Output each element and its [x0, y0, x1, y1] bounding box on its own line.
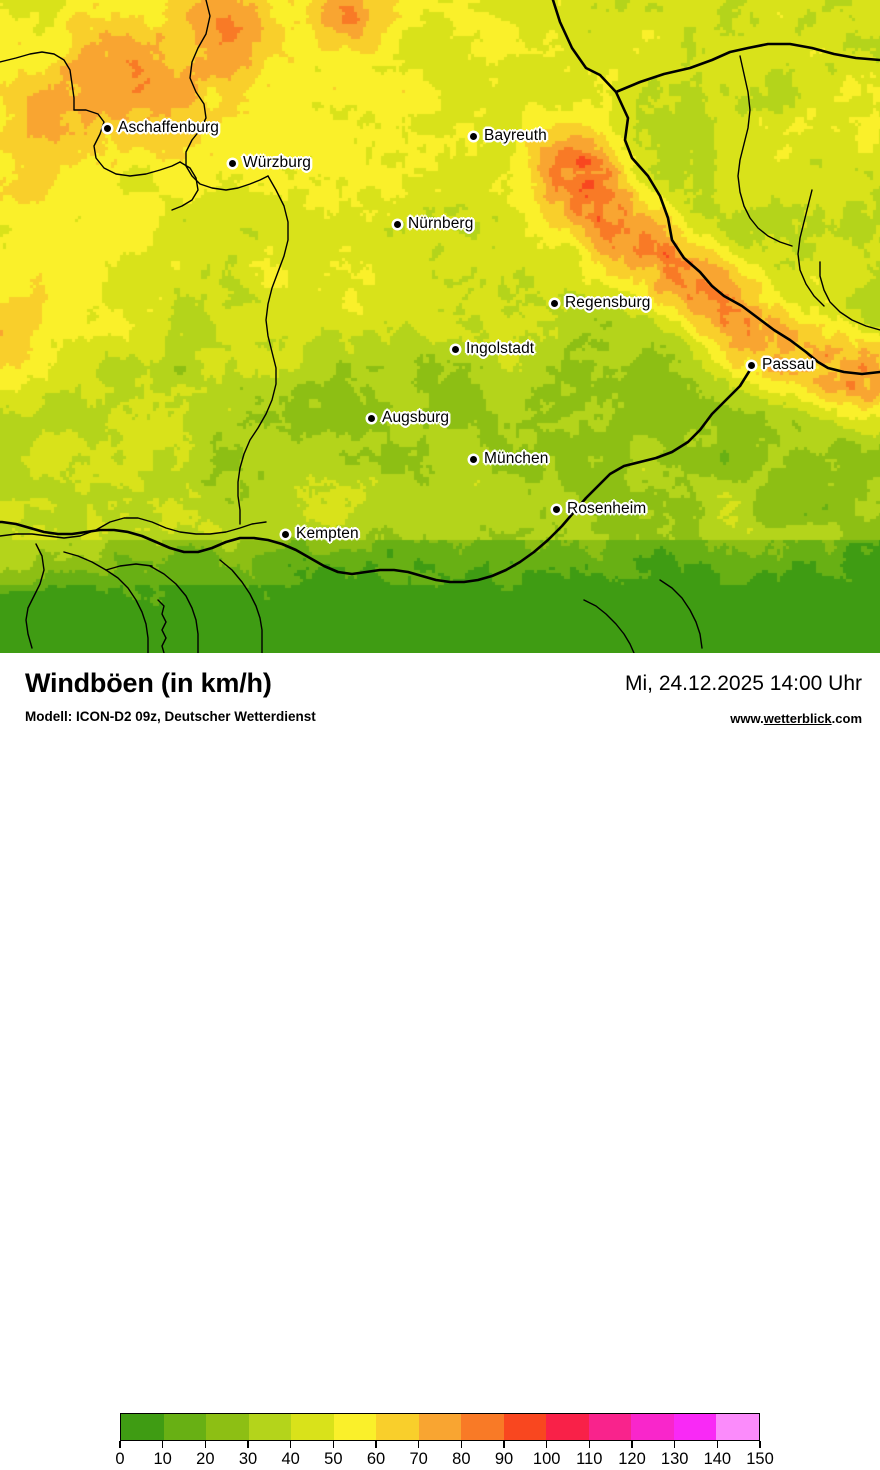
colorbar-tick-label: 80 — [452, 1450, 471, 1468]
city-marker-wuerzburg[interactable]: Würzburg — [229, 154, 311, 172]
colorbar-tick-label: 20 — [196, 1450, 215, 1468]
site-suffix: .com — [831, 711, 862, 726]
colorbar-tick — [716, 1441, 719, 1448]
colorbar-tick-label: 50 — [324, 1450, 343, 1468]
colorbar-tick-label: 30 — [238, 1450, 258, 1468]
site-prefix: www. — [730, 711, 764, 726]
colorbar-tick — [332, 1441, 335, 1448]
city-dot-icon — [553, 505, 560, 513]
city-marker-passau[interactable]: Passau — [748, 356, 814, 374]
colorbar-band-10-20 — [163, 1414, 207, 1440]
colorbar-tick-label: 10 — [153, 1450, 172, 1468]
colorbar-band-140-150 — [716, 1414, 759, 1440]
city-marker-augsburg[interactable]: Augsburg — [368, 409, 449, 427]
colorbar-band-70-80 — [418, 1414, 462, 1440]
colorbar-tick — [247, 1441, 249, 1448]
legend-footer: Windböen (in km/h) Modell: ICON-D2 09z, … — [0, 653, 880, 1468]
colorbar-tick — [204, 1441, 207, 1448]
colorbar-band-90-100 — [503, 1414, 547, 1440]
colorbar-tick — [545, 1441, 548, 1448]
city-dot-icon — [551, 299, 558, 307]
city-marker-muenchen[interactable]: München — [470, 450, 548, 468]
valid-time: Mi, 24.12.2025 14:00 Uhr — [625, 672, 862, 695]
city-label: Bayreuth — [484, 127, 547, 144]
colorbar-band-0-10 — [121, 1414, 164, 1440]
wind-gust-raster — [0, 0, 880, 653]
colorbar-tick — [375, 1441, 377, 1448]
colorbar-tick-label: 140 — [703, 1450, 732, 1468]
colorbar-band-80-90 — [461, 1414, 504, 1440]
city-label: Regensburg — [565, 294, 651, 311]
city-marker-nuernberg[interactable]: Nürnberg — [394, 215, 473, 233]
model-caption: Modell: ICON-D2 09z, Deutscher Wetterdie… — [25, 709, 316, 724]
colorbar-tick — [503, 1441, 505, 1448]
colorbar-swatches — [120, 1413, 760, 1441]
city-marker-bayreuth[interactable]: Bayreuth — [470, 127, 547, 145]
state-border-lines — [0, 0, 880, 653]
colorbar-tick-label: 0 — [115, 1450, 125, 1468]
colorbar-tick — [673, 1441, 676, 1448]
city-label: Würzburg — [243, 154, 311, 171]
colorbar-tick-label: 150 — [746, 1450, 774, 1468]
city-dot-icon — [748, 361, 755, 369]
city-label: Ingolstadt — [466, 340, 535, 357]
city-marker-aschaffenburg[interactable]: Aschaffenburg — [104, 119, 219, 137]
city-marker-regensburg[interactable]: Regensburg — [551, 294, 650, 312]
colorbar-tick-label: 120 — [618, 1450, 646, 1468]
city-label: Kempten — [296, 525, 359, 542]
colorbar-tick-label: 40 — [281, 1450, 300, 1468]
city-label: Aschaffenburg — [118, 119, 219, 136]
city-label: Augsburg — [382, 409, 450, 426]
colorbar-tick — [631, 1441, 633, 1448]
city-dot-icon — [368, 414, 375, 422]
colorbar-tick — [588, 1441, 591, 1448]
colorbar-tick-labels: 0 10 20 30 40 50 60 70 80 90 100 110 120 130 140 150 — [115, 1448, 773, 1470]
city-label: Rosenheim — [567, 500, 647, 517]
city-marker-rosenheim[interactable]: Rosenheim — [553, 500, 646, 518]
city-dot-icon — [470, 132, 477, 140]
city-label: München — [484, 450, 549, 467]
colorbar-tick-label: 70 — [409, 1450, 428, 1468]
colorbar-tick-label: 100 — [532, 1450, 561, 1468]
colorbar-band-100-110 — [546, 1414, 589, 1440]
colorbar-tick-label: 60 — [366, 1450, 386, 1468]
site-domain: wetterblick — [763, 711, 832, 726]
colorbar-band-50-60 — [333, 1414, 377, 1440]
colorbar-band-110-120 — [588, 1414, 632, 1440]
colorbar-tick-label: 110 — [576, 1450, 603, 1468]
source-website[interactable]: www.wetterblick.com — [730, 712, 862, 725]
colorbar-band-20-30 — [206, 1414, 249, 1440]
city-dot-icon — [229, 159, 236, 167]
national-border-lines — [0, 0, 880, 584]
city-marker-kempten[interactable]: Kempten — [282, 525, 359, 543]
colorbar-tick — [759, 1441, 761, 1448]
city-dot-icon — [282, 530, 289, 538]
city-dot-icon — [394, 220, 401, 228]
colorbar-tick-label: 90 — [494, 1450, 514, 1468]
colorbar[interactable]: 0 10 20 30 40 50 60 70 80 90 100 110 120 130 140 150 — [115, 1413, 774, 1470]
colorbar-tick — [289, 1441, 292, 1448]
colorbar-band-30-40 — [248, 1414, 292, 1440]
colorbar-band-130-140 — [673, 1414, 717, 1440]
colorbar-band-40-50 — [291, 1414, 334, 1440]
colorbar-ticks — [119, 1441, 761, 1448]
page-title: Windböen (in km/h) — [25, 668, 272, 698]
colorbar-band-60-70 — [376, 1414, 419, 1440]
colorbar-tick — [417, 1441, 420, 1448]
colorbar-tick — [119, 1441, 121, 1448]
wind-gust-map[interactable]: Aschaffenburg Würzburg Bayreuth Nürnberg… — [0, 0, 880, 653]
colorbar-tick-label: 130 — [660, 1450, 689, 1468]
colorbar-tick — [161, 1441, 164, 1448]
city-label: Passau — [762, 356, 815, 373]
city-dot-icon — [470, 455, 477, 463]
colorbar-tick — [460, 1441, 463, 1448]
map-borders-overlay — [0, 0, 880, 653]
city-marker-ingolstadt[interactable]: Ingolstadt — [452, 340, 534, 358]
city-dot-icon — [104, 124, 111, 132]
city-label: Nürnberg — [408, 215, 474, 232]
city-dot-icon — [452, 345, 459, 353]
colorbar-band-120-130 — [631, 1414, 674, 1440]
